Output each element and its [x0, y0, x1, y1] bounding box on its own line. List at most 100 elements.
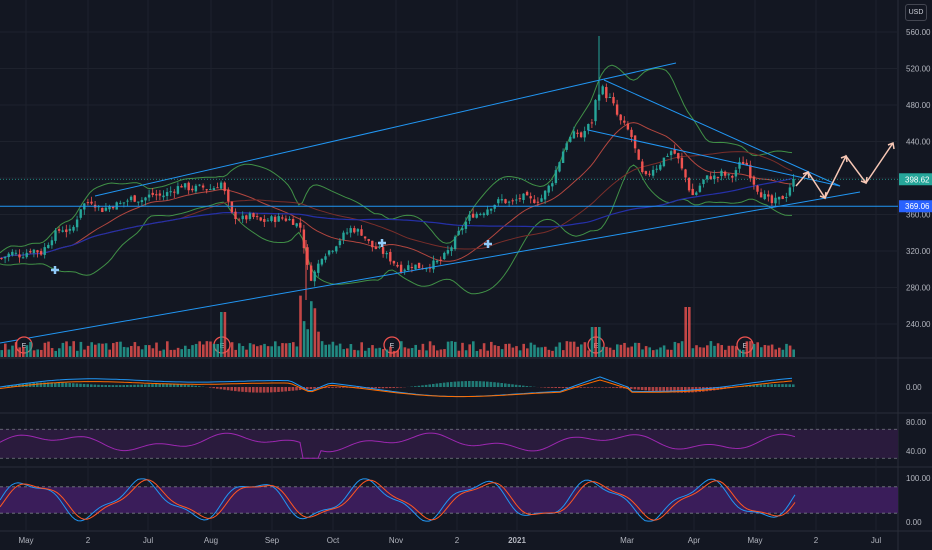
macd-histogram-bar — [183, 384, 187, 387]
plus-icon — [484, 240, 492, 248]
volume-bar — [119, 341, 122, 357]
macd-histogram-bar — [658, 387, 662, 392]
time-axis[interactable]: May 2 Jul Aug Sep Oct Nov 2 2021 Mar Apr May 2 Jul — [18, 536, 881, 545]
macd-histogram-bar — [374, 387, 377, 389]
volume-bar — [781, 349, 785, 357]
candle-body — [162, 195, 165, 198]
candle-body — [284, 218, 288, 221]
volume-bar — [317, 331, 320, 357]
candle-body — [90, 201, 93, 204]
macd-histogram-bar — [72, 383, 75, 387]
candle-body — [594, 100, 597, 122]
volume-bar — [623, 342, 626, 357]
volume-bar — [7, 349, 11, 357]
volume-bar — [295, 346, 299, 357]
stochastic-d-line — [0, 479, 796, 521]
candle-body — [65, 229, 68, 233]
volume-bar — [551, 350, 554, 357]
macd-histogram-bar — [151, 384, 154, 387]
candle-body — [50, 240, 54, 246]
volume-bar — [738, 349, 741, 357]
candle-body — [399, 264, 403, 273]
earnings-marker-label: E — [390, 343, 395, 350]
time-tick-label: Mar — [620, 536, 634, 545]
macd-histogram-bar — [338, 387, 341, 388]
macd-histogram-bar — [111, 385, 115, 387]
macd-histogram-bar — [230, 387, 233, 391]
macd-histogram-bar — [428, 384, 431, 387]
candle-body — [313, 271, 316, 282]
candle-body — [504, 199, 507, 204]
macd-histogram-bar — [522, 385, 525, 387]
time-tick-label: 2 — [455, 536, 460, 545]
candle-body — [522, 193, 525, 200]
volume-bar — [562, 350, 565, 357]
rsi-pane[interactable] — [0, 428, 898, 459]
volume-bar — [688, 307, 691, 357]
macd-histogram-bar — [223, 387, 226, 390]
candle-body — [716, 177, 720, 179]
macd-histogram-bar — [514, 384, 518, 387]
candle-body — [695, 192, 698, 195]
currency-button[interactable]: USD — [905, 4, 927, 21]
price-tick-label: 320.00 — [906, 247, 931, 256]
macd-histogram-bar — [648, 387, 651, 391]
candle-body — [623, 120, 626, 123]
macd-histogram-bar — [705, 387, 709, 392]
main-price-pane[interactable]: EEEEE — [0, 36, 898, 354]
macd-histogram-bar — [57, 382, 61, 387]
candle-body — [219, 182, 223, 189]
macd-histogram-bar — [601, 387, 604, 388]
candle-body — [774, 197, 777, 204]
macd-pane[interactable] — [0, 376, 795, 398]
volume-bar — [446, 341, 450, 357]
volume-bar — [680, 341, 684, 357]
macd-histogram-bar — [489, 381, 493, 387]
price-axis[interactable]: 560.00520.00480.00440.00400.00360.00320.… — [899, 28, 932, 527]
candle-body — [223, 182, 226, 192]
volume-bar — [403, 347, 407, 357]
macd-histogram-bar — [529, 386, 532, 387]
volume-bar — [698, 347, 702, 357]
stochastic-tick-label: 0.00 — [906, 518, 922, 527]
macd-histogram-bar — [115, 385, 118, 387]
candle-body — [295, 223, 298, 227]
candle-body — [482, 213, 486, 216]
macd-histogram-bar — [93, 384, 97, 387]
macd-histogram-bar — [709, 387, 712, 391]
volume-bar — [86, 345, 90, 357]
candle-body — [565, 143, 568, 150]
macd-histogram-bar — [43, 382, 46, 387]
volume-bar — [659, 347, 662, 357]
candle-body — [435, 260, 439, 263]
volume-bar — [558, 342, 561, 357]
macd-histogram-bar — [273, 387, 277, 393]
candle-body — [461, 228, 464, 231]
candle-body — [54, 230, 57, 241]
macd-histogram-bar — [126, 384, 129, 387]
macd-histogram-bar — [745, 385, 748, 387]
volume-bar — [616, 344, 619, 357]
bollinger-lower — [0, 164, 792, 295]
candle-body — [518, 198, 522, 200]
volume-bar — [202, 344, 205, 357]
macd-histogram-bar — [147, 384, 151, 387]
candle-body — [432, 260, 435, 270]
volume-bar — [209, 341, 212, 357]
volume-bar — [79, 341, 83, 357]
macd-histogram-bar — [226, 387, 230, 391]
candle-body — [129, 196, 133, 201]
candle-body — [119, 202, 122, 204]
time-tick-label: 2021 — [508, 536, 526, 545]
macd-histogram-bar — [669, 387, 673, 393]
macd-histogram-bar — [158, 383, 161, 387]
volume-bar — [414, 344, 417, 357]
macd-histogram-bar — [414, 386, 417, 387]
volume-bar — [457, 350, 461, 357]
stochastic-pane[interactable] — [0, 478, 898, 522]
candle-body — [543, 190, 547, 200]
candle-body — [72, 226, 75, 231]
candle-body — [342, 232, 345, 240]
candle-body — [277, 216, 280, 222]
